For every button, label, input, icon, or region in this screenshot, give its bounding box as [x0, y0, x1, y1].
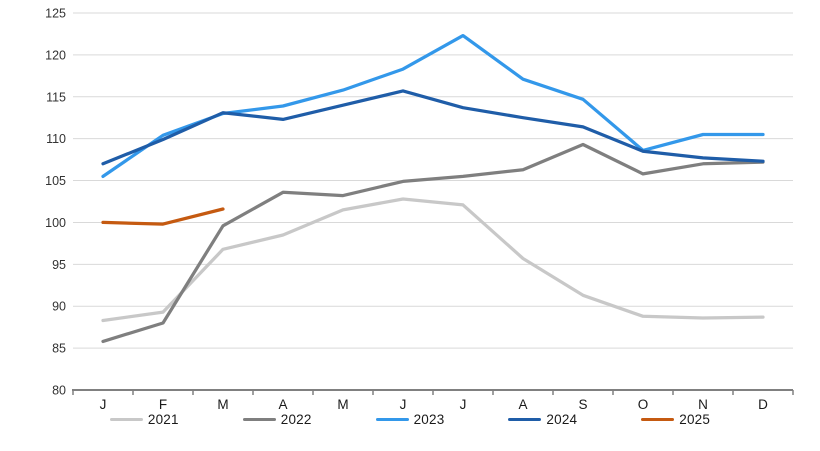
legend-swatch-2023 — [375, 417, 409, 422]
series-line-2025 — [101, 207, 225, 226]
x-axis-label-10: N — [698, 397, 708, 412]
y-axis-label-125: 125 — [45, 7, 66, 21]
legend-item-2021: 2021 — [109, 412, 179, 427]
legend-swatch-2024 — [508, 417, 542, 422]
x-axis-label-8: S — [578, 397, 587, 412]
x-axis-label-9: O — [638, 397, 649, 412]
x-axis-label-6: J — [460, 397, 467, 412]
y-axis-label-115: 115 — [46, 90, 66, 104]
legend-swatch-2022 — [242, 417, 276, 422]
legend-swatch-2025 — [641, 417, 675, 422]
legend-label-2021: 2021 — [147, 412, 179, 427]
y-axis-label-95: 95 — [52, 258, 66, 272]
series-line-2023 — [101, 33, 765, 179]
chart-legend: 2021 2022 2023 2024 2025 — [0, 412, 820, 427]
x-axis-label-3: A — [278, 397, 287, 412]
x-axis-label-2: M — [217, 397, 228, 412]
series-line-2024 — [101, 89, 765, 166]
x-axis-label-7: A — [518, 397, 527, 412]
legend-item-2023: 2023 — [375, 412, 445, 427]
x-axis-label-5: J — [400, 397, 407, 412]
x-axis-label-1: F — [159, 397, 167, 412]
series-line-2022 — [101, 142, 765, 344]
legend-label-2025: 2025 — [679, 412, 711, 427]
x-axis-label-4: M — [337, 397, 348, 412]
y-axis-label-85: 85 — [52, 342, 66, 356]
legend-label-2023: 2023 — [413, 412, 445, 427]
legend-item-2025: 2025 — [641, 412, 710, 427]
y-axis-label-105: 105 — [45, 174, 66, 188]
series-line-2021 — [101, 197, 765, 323]
y-axis-label-90: 90 — [52, 300, 66, 314]
legend-label-2022: 2022 — [280, 412, 312, 427]
legend-label-2024: 2024 — [546, 412, 578, 427]
y-axis-label-80: 80 — [52, 384, 66, 398]
y-axis-label-100: 100 — [45, 216, 66, 230]
legend-item-2024: 2024 — [508, 412, 577, 427]
y-axis-label-120: 120 — [45, 48, 66, 62]
legend-item-2022: 2022 — [242, 412, 312, 427]
y-axis-label-110: 110 — [46, 132, 66, 146]
x-axis-label-0: J — [100, 397, 107, 412]
legend-swatch-2021 — [109, 417, 143, 422]
x-axis-label-11: D — [758, 397, 768, 412]
